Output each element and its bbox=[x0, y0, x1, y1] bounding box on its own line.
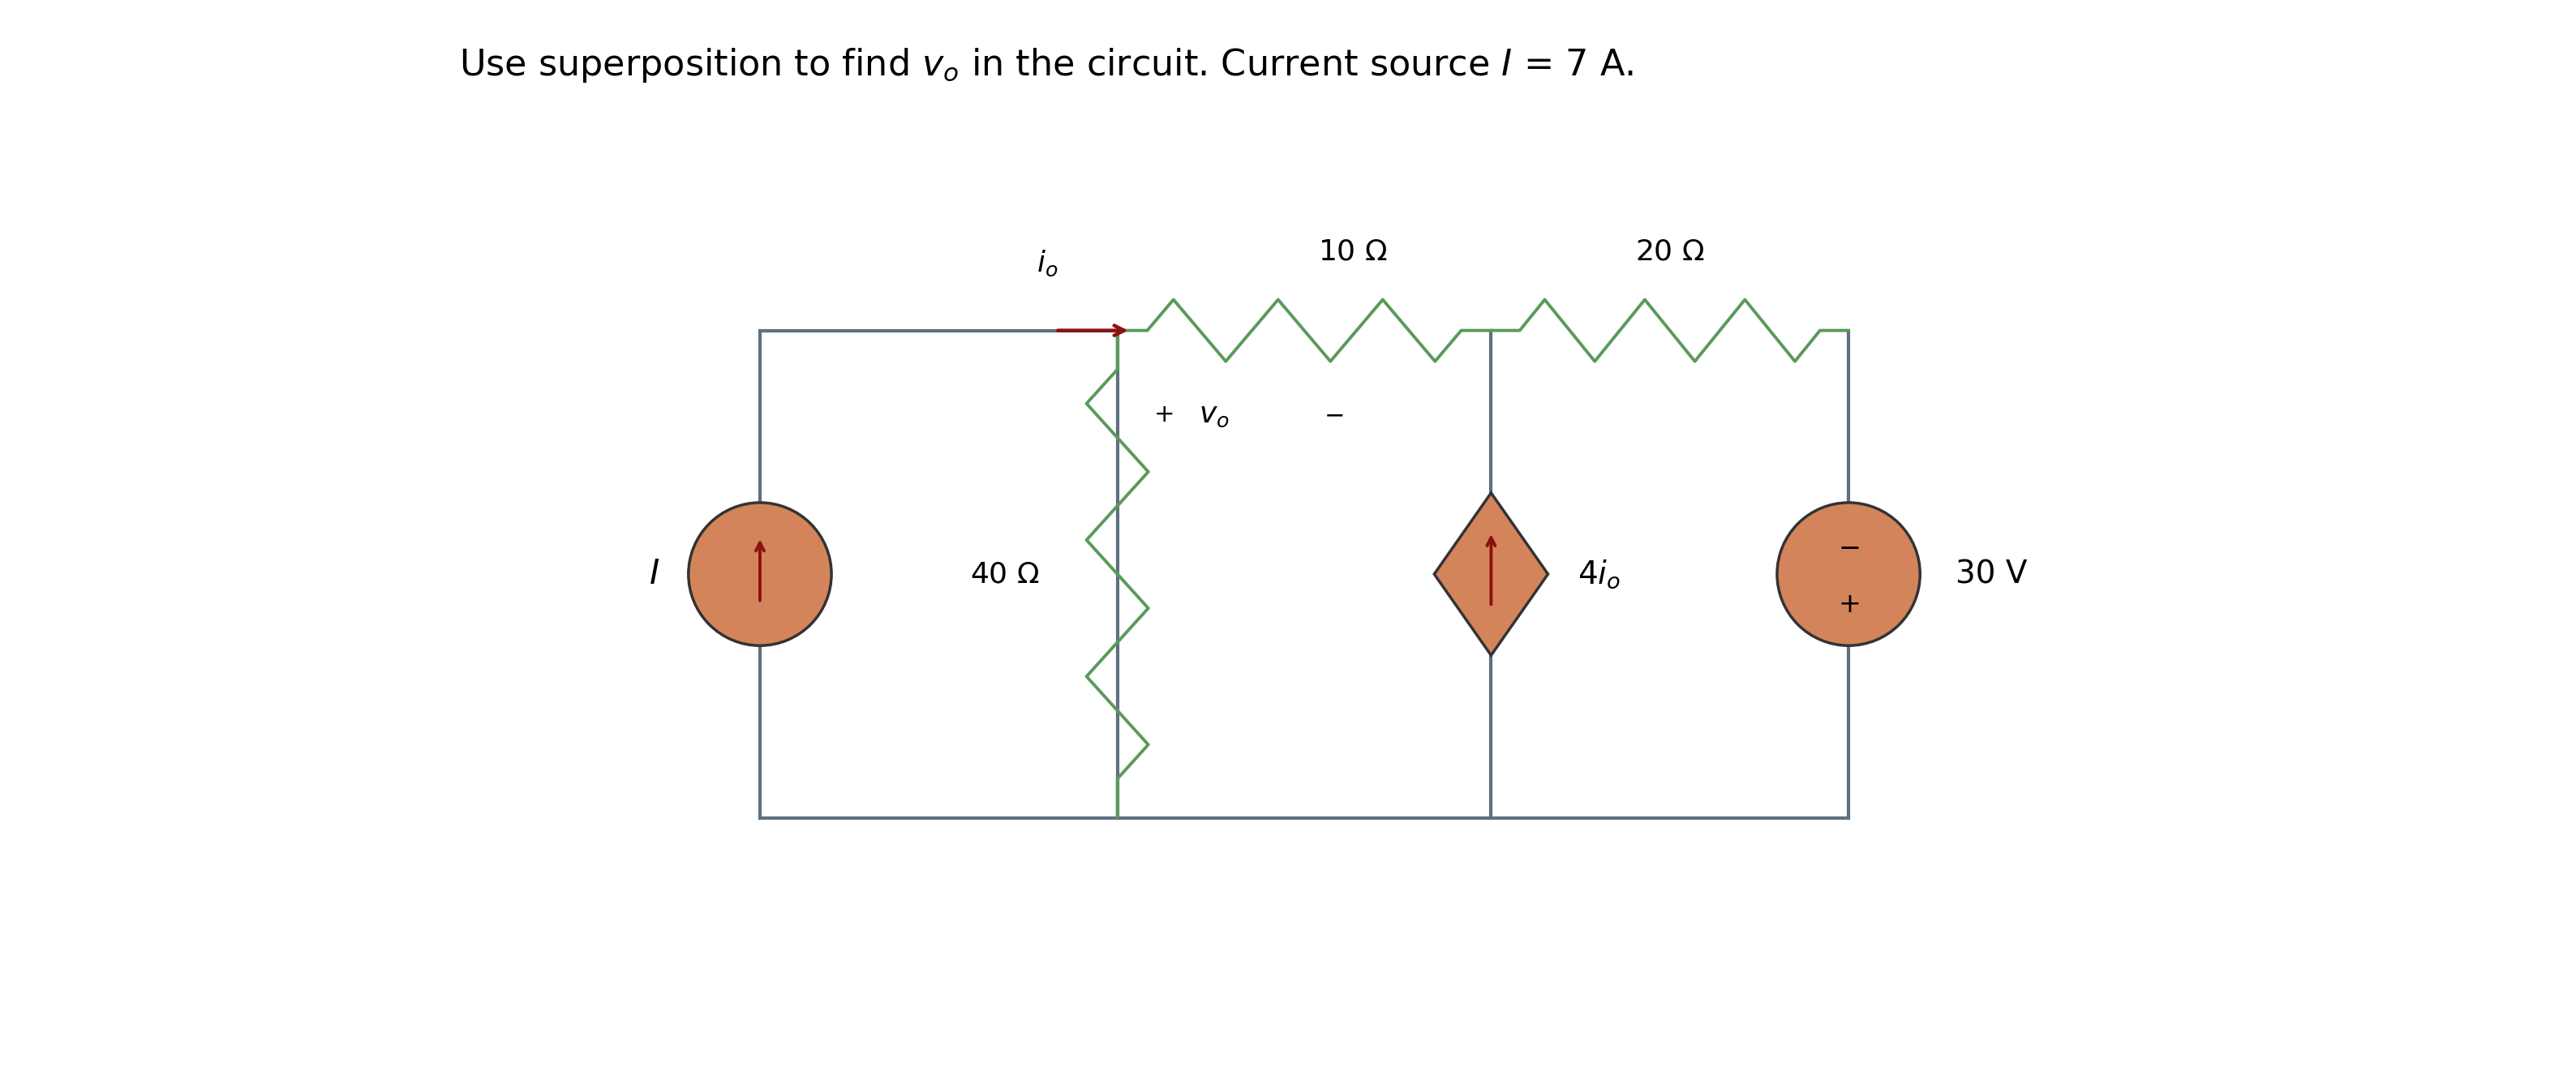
Polygon shape bbox=[1435, 493, 1548, 655]
Text: 40 $\Omega$: 40 $\Omega$ bbox=[971, 560, 1038, 588]
Text: $-$: $-$ bbox=[1324, 403, 1345, 427]
Text: $+$: $+$ bbox=[1154, 403, 1172, 427]
Text: $+$: $+$ bbox=[1837, 591, 1860, 618]
Text: $v_o$: $v_o$ bbox=[1198, 401, 1229, 429]
Text: $i_o$: $i_o$ bbox=[1038, 249, 1059, 278]
Text: $-$: $-$ bbox=[1837, 534, 1860, 560]
Circle shape bbox=[688, 503, 832, 646]
Circle shape bbox=[1777, 503, 1919, 646]
Text: $4i_o$: $4i_o$ bbox=[1577, 558, 1620, 590]
Text: 30 V: 30 V bbox=[1955, 559, 2027, 589]
Text: 10 $\Omega$: 10 $\Omega$ bbox=[1319, 238, 1388, 266]
Text: 20 $\Omega$: 20 $\Omega$ bbox=[1636, 238, 1705, 266]
Text: $I$: $I$ bbox=[649, 557, 659, 591]
Text: Use superposition to find $v_o$ in the circuit. Current source $I$ = 7 A.: Use superposition to find $v_o$ in the c… bbox=[459, 46, 1633, 84]
